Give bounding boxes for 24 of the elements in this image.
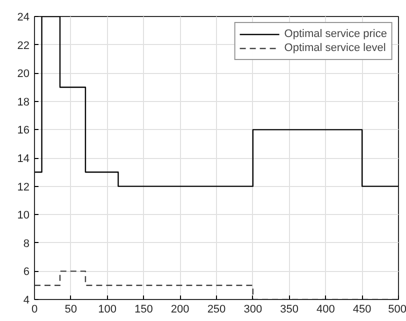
y-tick-label: 20 (17, 68, 30, 80)
x-tick-label: 50 (64, 304, 78, 316)
x-tick-label: 250 (207, 304, 226, 316)
x-tick-label: 150 (134, 304, 153, 316)
x-tick-label: 200 (170, 304, 190, 316)
y-tick-label: 24 (17, 12, 30, 24)
y-tick-label: 8 (23, 238, 30, 250)
y-tick-label: 6 (23, 266, 30, 278)
y-tick-label: 18 (17, 96, 30, 108)
legend-label: Optimal service level (284, 41, 386, 55)
x-tick-label: 0 (31, 304, 38, 316)
y-tick-label: 16 (17, 124, 30, 137)
y-tick-label: 22 (17, 40, 30, 52)
x-tick-label: 300 (244, 304, 262, 316)
y-tick-label: 12 (17, 181, 30, 194)
x-tick-label: 100 (98, 304, 116, 316)
y-tick-label: 4 (23, 294, 30, 306)
x-tick-label: 450 (352, 304, 372, 316)
x-tick-label: 350 (280, 304, 298, 316)
y-tick-label: 10 (17, 210, 30, 222)
x-tick-label: 400 (316, 304, 335, 316)
x-tick-label: 500 (388, 304, 406, 316)
y-tick-label: 14 (17, 153, 30, 165)
legend-label: Optimal service price (284, 27, 387, 41)
